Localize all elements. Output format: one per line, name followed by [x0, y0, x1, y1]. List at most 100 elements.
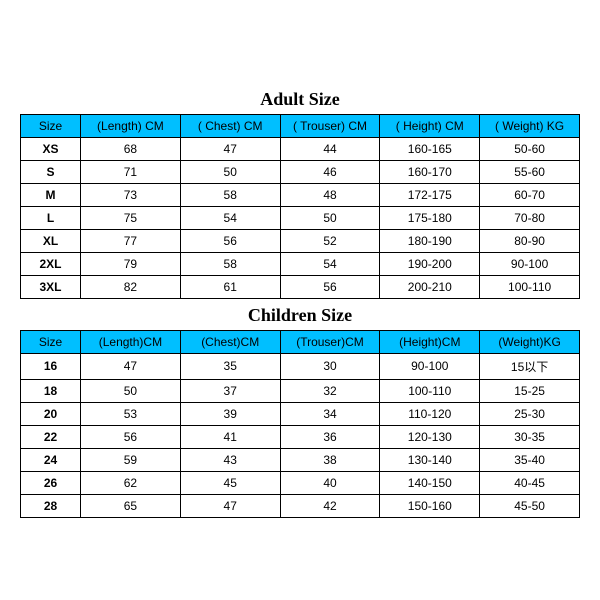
children-cell: 39	[180, 402, 280, 425]
children-cell: 50	[81, 379, 181, 402]
children-cell: 62	[81, 471, 181, 494]
children-cell: 37	[180, 379, 280, 402]
adult-cell: 2XL	[21, 252, 81, 275]
children-cell: 34	[280, 402, 380, 425]
adult-cell: XL	[21, 229, 81, 252]
children-cell: 36	[280, 425, 380, 448]
children-cell: 40-45	[480, 471, 580, 494]
adult-cell: 172-175	[380, 183, 480, 206]
children-row: 26624540140-15040-45	[21, 471, 580, 494]
adult-cell: 46	[280, 160, 380, 183]
adult-col-trouser: ( Trouser) CM	[280, 114, 380, 137]
children-cell: 150-160	[380, 494, 480, 517]
children-cell: 45	[180, 471, 280, 494]
adult-cell: XS	[21, 137, 81, 160]
adult-cell: 79	[81, 252, 181, 275]
adult-cell: 3XL	[21, 275, 81, 298]
adult-cell: M	[21, 183, 81, 206]
adult-cell: 80-90	[480, 229, 580, 252]
adult-cell: 68	[81, 137, 181, 160]
children-col-weight: (Weight)KG	[480, 330, 580, 353]
adult-cell: 58	[180, 183, 280, 206]
adult-cell: 50-60	[480, 137, 580, 160]
adult-title: Adult Size	[20, 83, 580, 114]
adult-cell: L	[21, 206, 81, 229]
adult-cell: 54	[280, 252, 380, 275]
children-cell: 28	[21, 494, 81, 517]
size-chart-container: Adult Size Size (Length) CM ( Chest) CM …	[20, 83, 580, 518]
children-cell: 30	[280, 353, 380, 379]
children-row: 18503732100-11015-25	[21, 379, 580, 402]
adult-cell: S	[21, 160, 81, 183]
adult-cell: 160-170	[380, 160, 480, 183]
children-cell: 100-110	[380, 379, 480, 402]
adult-row: 3XL826156200-210100-110	[21, 275, 580, 298]
adult-cell: 56	[280, 275, 380, 298]
children-cell: 15-25	[480, 379, 580, 402]
adult-cell: 47	[180, 137, 280, 160]
children-row: 24594338130-14035-40	[21, 448, 580, 471]
children-size-table: Size (Length)CM (Chest)CM (Trouser)CM (H…	[20, 330, 580, 518]
adult-cell: 44	[280, 137, 380, 160]
adult-cell: 52	[280, 229, 380, 252]
adult-cell: 180-190	[380, 229, 480, 252]
adult-col-size: Size	[21, 114, 81, 137]
adult-tbody: XS684744160-16550-60S715046160-17055-60M…	[21, 137, 580, 298]
children-cell: 20	[21, 402, 81, 425]
children-cell: 16	[21, 353, 81, 379]
children-cell: 26	[21, 471, 81, 494]
adult-row: XS684744160-16550-60	[21, 137, 580, 160]
children-header-row: Size (Length)CM (Chest)CM (Trouser)CM (H…	[21, 330, 580, 353]
children-cell: 42	[280, 494, 380, 517]
adult-cell: 82	[81, 275, 181, 298]
children-cell: 30-35	[480, 425, 580, 448]
adult-cell: 75	[81, 206, 181, 229]
children-row: 22564136120-13030-35	[21, 425, 580, 448]
adult-cell: 160-165	[380, 137, 480, 160]
adult-cell: 54	[180, 206, 280, 229]
children-row: 1647353090-10015以下	[21, 353, 580, 379]
children-cell: 22	[21, 425, 81, 448]
children-cell: 18	[21, 379, 81, 402]
children-cell: 15以下	[480, 353, 580, 379]
adult-size-table: Size (Length) CM ( Chest) CM ( Trouser) …	[20, 114, 580, 299]
children-row: 20533934110-12025-30	[21, 402, 580, 425]
children-col-chest: (Chest)CM	[180, 330, 280, 353]
children-cell: 35-40	[480, 448, 580, 471]
children-cell: 24	[21, 448, 81, 471]
children-cell: 120-130	[380, 425, 480, 448]
children-cell: 41	[180, 425, 280, 448]
adult-cell: 100-110	[480, 275, 580, 298]
children-row: 28654742150-16045-50	[21, 494, 580, 517]
children-cell: 43	[180, 448, 280, 471]
children-title: Children Size	[20, 299, 580, 330]
children-col-size: Size	[21, 330, 81, 353]
adult-cell: 200-210	[380, 275, 480, 298]
adult-cell: 61	[180, 275, 280, 298]
adult-row: L755450175-18070-80	[21, 206, 580, 229]
adult-cell: 50	[180, 160, 280, 183]
children-cell: 32	[280, 379, 380, 402]
adult-cell: 56	[180, 229, 280, 252]
children-cell: 47	[81, 353, 181, 379]
adult-cell: 55-60	[480, 160, 580, 183]
adult-header-row: Size (Length) CM ( Chest) CM ( Trouser) …	[21, 114, 580, 137]
children-cell: 45-50	[480, 494, 580, 517]
children-cell: 56	[81, 425, 181, 448]
children-cell: 130-140	[380, 448, 480, 471]
adult-cell: 175-180	[380, 206, 480, 229]
adult-cell: 77	[81, 229, 181, 252]
adult-col-chest: ( Chest) CM	[180, 114, 280, 137]
children-col-length: (Length)CM	[81, 330, 181, 353]
adult-cell: 58	[180, 252, 280, 275]
adult-cell: 48	[280, 183, 380, 206]
children-cell: 110-120	[380, 402, 480, 425]
children-cell: 90-100	[380, 353, 480, 379]
adult-col-weight: ( Weight) KG	[480, 114, 580, 137]
children-col-height: (Height)CM	[380, 330, 480, 353]
adult-cell: 60-70	[480, 183, 580, 206]
children-cell: 38	[280, 448, 380, 471]
children-cell: 65	[81, 494, 181, 517]
adult-cell: 190-200	[380, 252, 480, 275]
children-cell: 47	[180, 494, 280, 517]
